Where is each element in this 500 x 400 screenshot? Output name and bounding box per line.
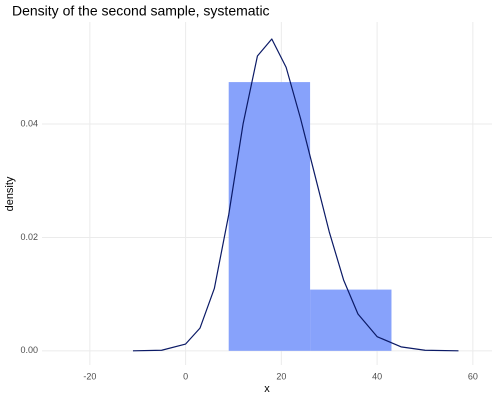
x-tick-label: 40 <box>372 371 382 381</box>
y-tick-label: 0.04 <box>20 118 38 128</box>
x-axis-title: x <box>264 383 270 395</box>
x-tick-label: -20 <box>83 371 96 381</box>
x-tick-label: 20 <box>276 371 286 381</box>
y-axis-title: density <box>4 176 16 211</box>
x-tick-label: 0 <box>183 371 188 381</box>
x-tick-label: 60 <box>468 371 478 381</box>
histogram-bar <box>310 289 392 351</box>
histogram-bar <box>228 82 311 351</box>
density-line <box>132 38 459 352</box>
chart-title: Density of the second sample, systematic <box>12 3 270 19</box>
y-tick-label: 0.00 <box>20 345 38 355</box>
y-tick-label: 0.02 <box>20 232 38 242</box>
